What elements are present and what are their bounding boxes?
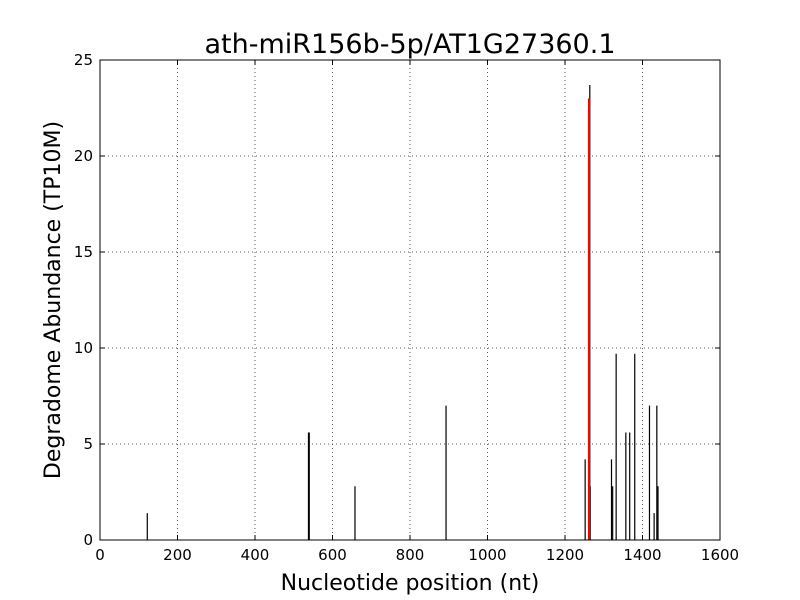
x-tick-label: 0 (95, 546, 105, 564)
y-tick-label: 0 (83, 531, 93, 549)
x-tick-label: 1000 (468, 546, 506, 564)
x-tick-label: 800 (396, 546, 425, 564)
y-axis-label: Degradome Abundance (TP10M) (41, 121, 66, 479)
chart-title: ath-miR156b-5p/AT1G27360.1 (205, 29, 616, 60)
x-tick-label: 400 (241, 546, 270, 564)
x-tick-label: 1400 (623, 546, 661, 564)
y-tick-label: 10 (74, 339, 93, 357)
y-tick-label: 5 (83, 435, 93, 453)
x-tick-label: 200 (163, 546, 192, 564)
x-tick-label: 1200 (546, 546, 584, 564)
axis-ticks: 0 200 400 600 800 1000 1200 1400 1600 0 5 10 15 20 25 (74, 51, 739, 564)
x-tick-label: 1600 (701, 546, 739, 564)
data-bars (146, 84, 659, 540)
x-axis-label: Nucleotide position (nt) (281, 571, 540, 596)
x-tick-label: 600 (318, 546, 347, 564)
y-tick-label: 15 (74, 243, 93, 261)
grid (100, 60, 720, 540)
y-tick-label: 25 (74, 51, 93, 69)
y-tick-label: 20 (74, 147, 93, 165)
